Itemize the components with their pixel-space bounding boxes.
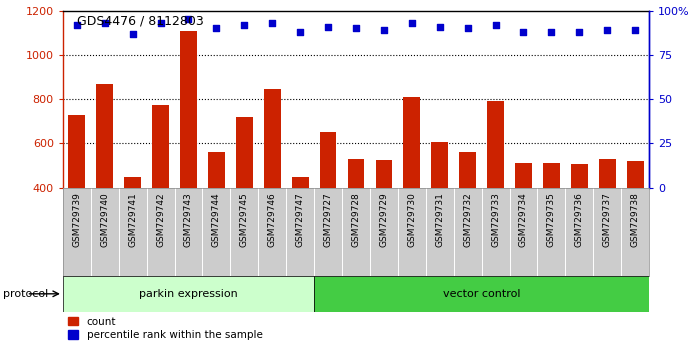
Text: GSM729746: GSM729746 <box>268 192 276 247</box>
Legend: count, percentile rank within the sample: count, percentile rank within the sample <box>68 317 262 340</box>
Bar <box>403 97 420 188</box>
Bar <box>459 152 476 188</box>
Text: vector control: vector control <box>443 289 521 299</box>
Text: GSM729730: GSM729730 <box>408 192 416 247</box>
Text: parkin expression: parkin expression <box>139 289 238 299</box>
Point <box>378 27 389 33</box>
Bar <box>376 160 392 188</box>
Text: GSM729747: GSM729747 <box>296 192 304 247</box>
Text: GSM729742: GSM729742 <box>156 192 165 247</box>
Text: GDS4476 / 8112803: GDS4476 / 8112803 <box>77 14 204 27</box>
Bar <box>68 115 85 188</box>
Bar <box>152 105 169 188</box>
Text: GSM729740: GSM729740 <box>101 192 109 247</box>
Text: GSM729734: GSM729734 <box>519 192 528 247</box>
Text: GSM729737: GSM729737 <box>603 192 611 247</box>
Point <box>211 25 222 31</box>
Bar <box>571 164 588 188</box>
Point <box>518 29 529 35</box>
Point <box>434 24 445 29</box>
Point <box>127 31 138 36</box>
Bar <box>63 276 314 312</box>
Bar <box>320 132 336 188</box>
Point <box>406 20 417 26</box>
Point <box>546 29 557 35</box>
Point <box>99 20 110 26</box>
Bar <box>515 163 532 188</box>
Bar <box>348 159 364 188</box>
Text: GSM729736: GSM729736 <box>575 192 584 247</box>
Point <box>183 17 194 22</box>
Bar <box>96 84 113 188</box>
Point <box>462 25 473 31</box>
Text: protocol: protocol <box>3 289 49 299</box>
Point <box>490 22 501 28</box>
Point <box>71 22 82 28</box>
Text: GSM729733: GSM729733 <box>491 192 500 247</box>
Bar <box>431 142 448 188</box>
Bar <box>627 161 644 188</box>
Text: GSM729745: GSM729745 <box>240 192 248 247</box>
Bar <box>236 117 253 188</box>
Point <box>602 27 613 33</box>
Bar <box>208 152 225 188</box>
Bar <box>543 163 560 188</box>
Bar <box>124 177 141 188</box>
Bar <box>292 177 309 188</box>
Point <box>295 29 306 35</box>
Point <box>350 25 362 31</box>
Text: GSM729735: GSM729735 <box>547 192 556 247</box>
Text: GSM729728: GSM729728 <box>352 192 360 247</box>
Text: GSM729743: GSM729743 <box>184 192 193 247</box>
Bar <box>314 276 649 312</box>
Point <box>155 20 166 26</box>
Bar <box>599 159 616 188</box>
Text: GSM729738: GSM729738 <box>631 192 639 247</box>
Point <box>574 29 585 35</box>
Point <box>239 22 250 28</box>
Text: GSM729744: GSM729744 <box>212 192 221 247</box>
Text: GSM729741: GSM729741 <box>128 192 137 247</box>
Text: GSM729729: GSM729729 <box>380 192 388 247</box>
Point <box>267 20 278 26</box>
Bar <box>264 89 281 188</box>
Point <box>630 27 641 33</box>
Bar <box>180 30 197 188</box>
Text: GSM729731: GSM729731 <box>436 192 444 247</box>
Text: GSM729727: GSM729727 <box>324 192 332 247</box>
Text: GSM729732: GSM729732 <box>463 192 472 247</box>
Text: GSM729739: GSM729739 <box>73 192 81 247</box>
Point <box>322 24 334 29</box>
Bar <box>487 101 504 188</box>
